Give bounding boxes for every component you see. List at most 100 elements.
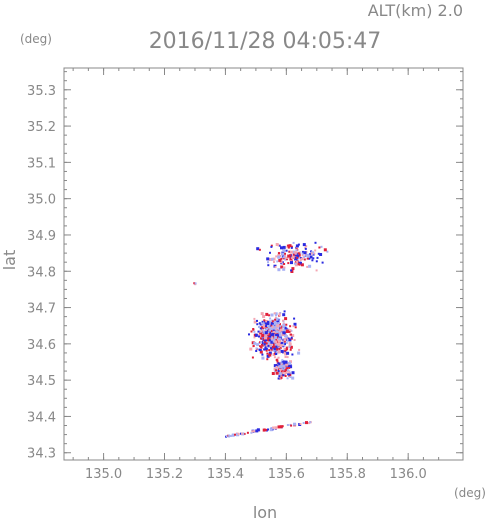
data-point [267, 342, 271, 346]
data-point [267, 264, 270, 267]
data-point [288, 371, 291, 374]
y-tick-label: 34.6 [27, 338, 56, 353]
data-point [281, 261, 284, 264]
data-point [268, 351, 272, 355]
data-point [282, 326, 285, 329]
data-point [278, 330, 281, 333]
data-point [285, 330, 289, 333]
data-point [287, 262, 290, 265]
x-tick-label: 135.6 [268, 467, 305, 482]
data-point [298, 348, 301, 351]
chart-timestamp: 2016/11/28 04:05:47 [149, 29, 382, 54]
x-tick-label: 135.2 [146, 467, 183, 482]
data-point [275, 255, 278, 258]
data-point [300, 257, 303, 260]
data-point [276, 260, 279, 263]
data-point [294, 263, 298, 267]
data-point [315, 269, 318, 272]
data-point [273, 348, 276, 351]
data-point [276, 345, 279, 348]
data-point [278, 244, 281, 247]
data-point [295, 249, 298, 251]
data-point [260, 330, 263, 333]
data-point [275, 369, 278, 372]
data-point [294, 261, 297, 264]
data-point [283, 344, 286, 347]
data-point [282, 323, 286, 327]
data-point [257, 330, 260, 333]
data-point [283, 340, 286, 343]
data-point [275, 353, 277, 355]
data-point [262, 315, 266, 318]
data-point [264, 331, 268, 335]
data-point [286, 377, 289, 380]
data-point [290, 333, 292, 336]
data-point [306, 257, 309, 260]
data-point [264, 323, 267, 325]
data-point [277, 377, 280, 380]
data-point [271, 332, 275, 336]
data-point [317, 252, 320, 255]
data-point [266, 358, 269, 361]
data-point [265, 349, 268, 352]
data-point [315, 260, 318, 263]
data-point [273, 364, 277, 368]
data-point [289, 257, 293, 261]
data-point [274, 321, 278, 325]
data-point [285, 335, 288, 337]
data-point [306, 253, 310, 257]
data-point [267, 344, 270, 347]
data-point [282, 313, 286, 317]
data-point [289, 325, 292, 328]
data-point [294, 252, 297, 255]
data-point [253, 320, 257, 324]
data-point [262, 338, 265, 341]
data-point [290, 245, 293, 248]
data-point [237, 433, 240, 436]
data-point [271, 320, 274, 323]
data-point [264, 338, 267, 342]
data-point [277, 350, 281, 354]
data-point [267, 428, 269, 431]
data-point [282, 249, 286, 252]
data-point [288, 250, 291, 253]
y-tick-label: 35.1 [27, 156, 56, 171]
data-point [309, 255, 313, 259]
data-point [286, 244, 289, 247]
data-point [276, 348, 278, 351]
data-point [284, 256, 287, 259]
y-tick-label: 35.3 [27, 84, 56, 99]
data-point [263, 319, 266, 322]
data-point [281, 341, 284, 344]
data-point [263, 343, 266, 346]
data-point [287, 373, 290, 376]
data-point [278, 372, 282, 376]
data-point [289, 255, 292, 258]
x-tick-label: 135.8 [329, 467, 366, 482]
data-point [256, 247, 260, 251]
data-point [252, 345, 255, 347]
data-point [298, 254, 301, 257]
data-point [269, 251, 271, 254]
data-point [270, 245, 273, 248]
data-point [278, 375, 281, 378]
data-point [273, 356, 276, 359]
data-point [270, 330, 273, 333]
data-point [273, 261, 275, 263]
data-point [252, 430, 255, 433]
data-point [284, 360, 288, 364]
data-point [265, 342, 268, 345]
data-point [254, 430, 257, 433]
data-point [270, 327, 274, 331]
data-point [286, 339, 289, 342]
data-point [282, 245, 286, 249]
data-point [290, 336, 293, 339]
data-point [289, 254, 292, 257]
data-point [285, 249, 288, 252]
data-point [289, 360, 292, 364]
data-point [275, 364, 278, 367]
data-point [304, 246, 307, 249]
data-point [270, 322, 274, 326]
data-point [298, 261, 302, 265]
data-point [263, 341, 266, 344]
